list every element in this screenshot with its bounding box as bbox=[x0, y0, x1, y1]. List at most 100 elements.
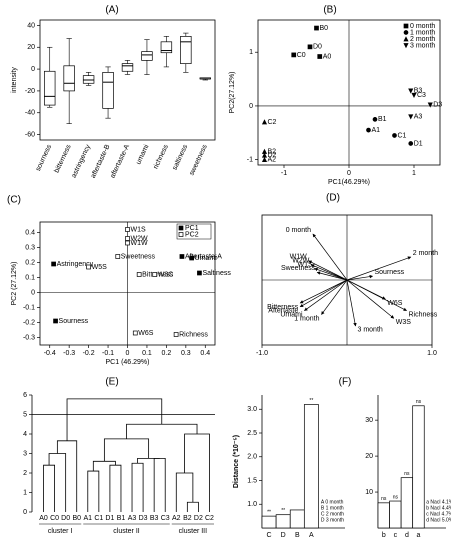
legend-label: c Nacl 4.7% bbox=[426, 511, 451, 517]
y-tick-label: -0.2 bbox=[23, 319, 35, 326]
panel-label: (A) bbox=[105, 5, 118, 16]
x-tick-label: D bbox=[281, 532, 286, 539]
merge-link bbox=[126, 423, 198, 439]
loading-arrow bbox=[346, 256, 412, 281]
legend-label: C 2 month bbox=[321, 511, 344, 517]
y-tick-label: 1 bbox=[249, 49, 253, 56]
y-tick-label: 3 bbox=[23, 450, 27, 457]
point bbox=[125, 240, 130, 246]
panel-label: (B) bbox=[323, 5, 336, 16]
merge-link bbox=[92, 460, 116, 472]
point bbox=[125, 227, 130, 232]
point-label: D1 bbox=[414, 140, 423, 147]
x-tick-label: aftertaste-A bbox=[109, 143, 131, 179]
point-label: B1 bbox=[378, 116, 387, 123]
legend-marker bbox=[403, 36, 409, 42]
significance-label: ** bbox=[281, 508, 285, 514]
loading-label: W2W bbox=[292, 258, 310, 265]
loading-label: 1 month bbox=[294, 315, 319, 322]
x-tick-label: sourness bbox=[35, 143, 54, 172]
legend-label: PC1 bbox=[185, 225, 199, 232]
merge-link bbox=[43, 464, 55, 512]
x-tick-label: B bbox=[295, 532, 300, 539]
significance-label: ns bbox=[381, 496, 387, 502]
point bbox=[173, 332, 179, 337]
x-tick-label: bitterness bbox=[53, 143, 72, 174]
point-label: D2 bbox=[268, 152, 277, 159]
loading-label: Umami bbox=[280, 311, 303, 318]
point bbox=[197, 270, 202, 276]
point-label: C2 bbox=[268, 119, 277, 126]
point bbox=[314, 25, 319, 31]
y-tick-label: 5 bbox=[23, 411, 27, 418]
x-tick-label: c bbox=[394, 532, 398, 539]
legend-label: PC2 bbox=[185, 231, 199, 238]
y-tick-label: 0.2 bbox=[25, 259, 35, 266]
point-label: C0 bbox=[297, 52, 306, 59]
loading-arrow bbox=[346, 279, 408, 311]
panel-label: (F) bbox=[339, 377, 352, 388]
point bbox=[86, 264, 91, 270]
leaf-label: A2 bbox=[172, 515, 181, 522]
leaf-label: C2 bbox=[205, 515, 214, 522]
y-axis-label: Distance (*10⁻⁵) bbox=[233, 435, 240, 488]
loading-label: Richness bbox=[409, 311, 438, 318]
x-tick-label: -0.3 bbox=[63, 350, 75, 357]
y-axis-label: intensity bbox=[11, 67, 18, 93]
legend-label: 2 month bbox=[410, 36, 435, 43]
x-tick-label: 1.0 bbox=[427, 350, 437, 357]
x-tick-label: d bbox=[405, 532, 409, 539]
merge-link bbox=[175, 472, 194, 512]
point bbox=[291, 52, 297, 58]
loading-label: 3 month bbox=[358, 327, 383, 334]
box bbox=[63, 65, 75, 92]
bar bbox=[412, 405, 425, 529]
panel-label: (D) bbox=[326, 193, 340, 204]
y-axis-label: PC2(27.12%) bbox=[229, 71, 236, 113]
y-tick-label: 4 bbox=[23, 431, 27, 438]
y-tick-label: 20 bbox=[365, 453, 373, 460]
leaf-label: B3 bbox=[150, 515, 159, 522]
point-label: D0 bbox=[313, 44, 322, 51]
x-tick-label: -0.2 bbox=[83, 350, 95, 357]
y-tick-label: 1.0 bbox=[247, 501, 257, 508]
loading-label: 2 month bbox=[413, 250, 438, 257]
loading-label: W1W bbox=[290, 254, 308, 261]
cluster-label: cluster III bbox=[179, 528, 207, 535]
leaf-label: D3 bbox=[139, 515, 148, 522]
loading-arrow bbox=[316, 271, 348, 281]
legend-label: A 0 month bbox=[321, 499, 344, 505]
panel-label: (C) bbox=[7, 195, 21, 206]
point-label: A0 bbox=[323, 53, 332, 60]
bar bbox=[400, 477, 414, 529]
point-label: A3 bbox=[414, 114, 423, 121]
point bbox=[179, 254, 185, 259]
point-label: A1 bbox=[372, 127, 381, 134]
x-tick-label: umami bbox=[135, 143, 150, 165]
point bbox=[427, 102, 433, 108]
y-tick-label: 0.4 bbox=[25, 229, 35, 236]
cluster-label: cluster I bbox=[48, 528, 73, 535]
box bbox=[102, 72, 114, 109]
bar bbox=[275, 514, 291, 529]
point-label: Richness bbox=[179, 331, 208, 338]
y-tick-label: 2.5 bbox=[247, 430, 257, 437]
merge-link bbox=[48, 453, 67, 512]
leaf-label: D1 bbox=[105, 515, 114, 522]
y-tick-label: 6 bbox=[23, 392, 27, 399]
leaf-label: A3 bbox=[128, 515, 137, 522]
leaf-label: B0 bbox=[72, 515, 81, 522]
y-axis-label: PC2 (27.12%) bbox=[11, 262, 18, 306]
point-label: Sourness bbox=[59, 318, 89, 325]
bar bbox=[303, 404, 319, 529]
bar bbox=[389, 500, 402, 529]
x-tick-label: 0 bbox=[126, 350, 130, 357]
bar bbox=[377, 502, 390, 529]
loading-label: W1S bbox=[298, 261, 314, 268]
point bbox=[125, 236, 130, 241]
leaf-label: B2 bbox=[183, 515, 192, 522]
y-tick-label: -20 bbox=[25, 88, 35, 95]
x-tick-label: -0.4 bbox=[44, 350, 56, 357]
point-label: D3 bbox=[433, 102, 442, 109]
leaf-label: C3 bbox=[161, 515, 170, 522]
